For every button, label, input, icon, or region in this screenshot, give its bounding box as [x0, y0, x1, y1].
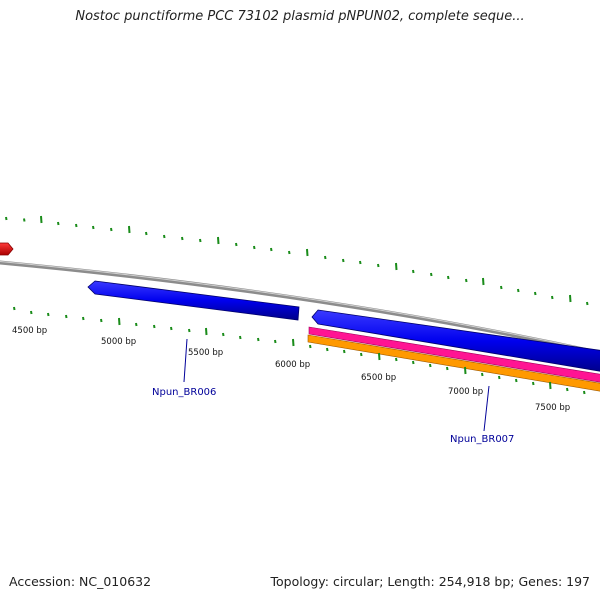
gene-label-npun-br006[interactable]: Npun_BR006 [152, 387, 216, 398]
ruler-label-7000: 7000 bp [448, 387, 483, 397]
feature-band-pink[interactable] [308, 326, 600, 383]
outer-tick-row [5, 215, 589, 306]
inner-tick-row [13, 306, 586, 395]
ruler-label-6500: 6500 bp [361, 373, 396, 383]
ruler-label-5500: 5500 bp [188, 348, 223, 358]
ruler-label-7500: 7500 bp [535, 403, 570, 413]
ruler-labels: 4500 bp 5000 bp 5500 bp 6000 bp 6500 bp … [12, 326, 570, 413]
gene-arrow-npun-br006[interactable] [87, 280, 300, 321]
gene-arrow-red[interactable] [0, 242, 14, 256]
map-title: Nostoc punctiforme PCC 73102 plasmid pNP… [75, 9, 525, 24]
leader-line-npun-br007 [483, 385, 490, 432]
gene-arrow-npun-br007[interactable] [311, 309, 600, 372]
feature-band-orange[interactable] [307, 334, 600, 392]
gene-label-npun-br007[interactable]: Npun_BR007 [450, 434, 514, 445]
accession-text: Accession: NC_010632 [9, 574, 152, 589]
backbone-arc [0, 260, 600, 355]
ruler-label-6000: 6000 bp [275, 360, 310, 370]
topology-summary: Topology: circular; Length: 254,918 bp; … [270, 574, 591, 589]
ruler-label-5000: 5000 bp [101, 337, 136, 347]
ruler-label-4500: 4500 bp [12, 326, 47, 336]
leader-line-npun-br006 [183, 338, 188, 383]
